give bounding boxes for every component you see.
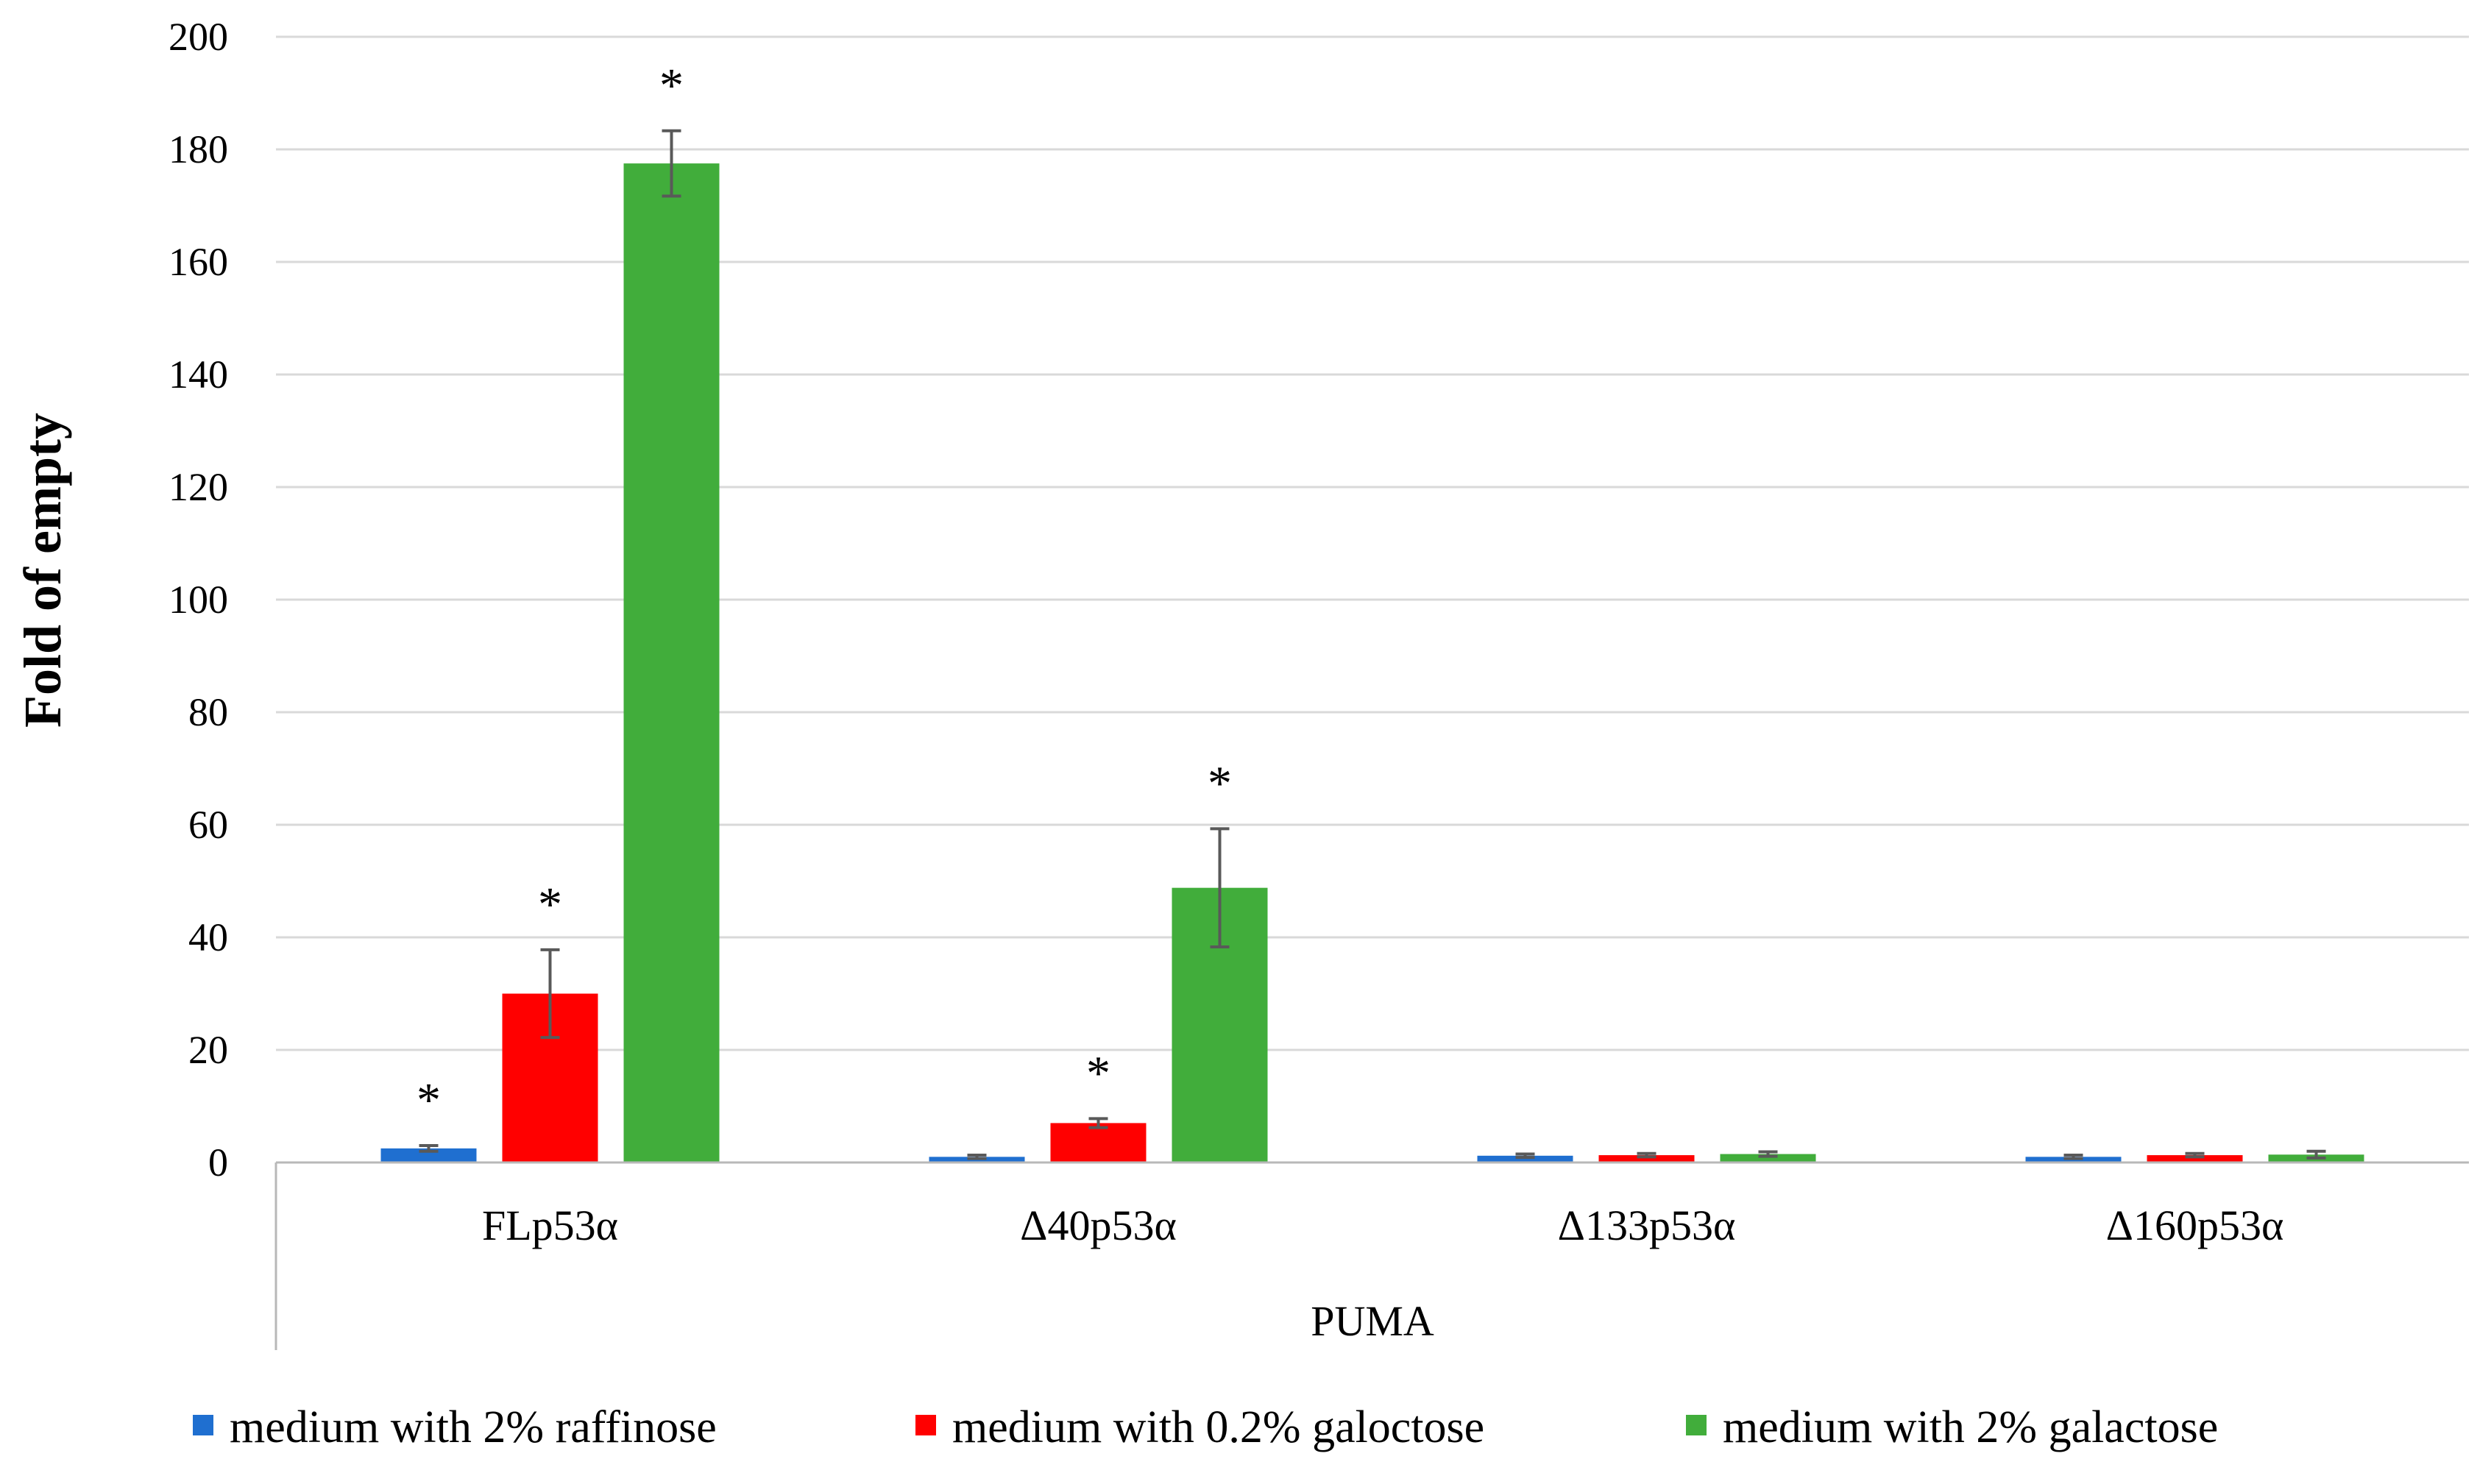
y-tick-label: 180	[169, 127, 228, 171]
legend-label: medium with 2% galactose	[1723, 1402, 2218, 1452]
x-axis-category-labels: FLp53α Δ40p53α Δ133p53α Δ160p53α	[482, 1201, 2283, 1249]
gridlines	[276, 35, 2469, 1051]
axes	[274, 1161, 2469, 1350]
y-axis-ticks: 0 20 40 60 80 100 120 140 160 180 200	[169, 15, 228, 1185]
y-tick-label: 60	[188, 803, 228, 847]
y-tick-label: 200	[169, 15, 228, 59]
bar	[1477, 1155, 1573, 1162]
legend-label: medium with 2% raffinose	[230, 1402, 717, 1452]
significance-star: *	[1086, 1046, 1110, 1100]
y-tick-label: 120	[169, 465, 228, 509]
x-axis-group-label: PUMA	[1311, 1297, 1434, 1345]
bar	[2147, 1155, 2243, 1162]
legend-swatch	[193, 1415, 213, 1435]
bars	[380, 163, 2364, 1162]
bar	[623, 163, 720, 1162]
bar	[380, 1148, 477, 1162]
y-tick-label: 140	[169, 352, 228, 397]
bar	[1050, 1123, 1147, 1162]
legend-swatch	[915, 1415, 936, 1435]
legend: medium with 2% raffinose medium with 0.2%…	[193, 1402, 2218, 1452]
error-bars	[419, 129, 2326, 1160]
legend-swatch	[1686, 1415, 1707, 1435]
significance-star: *	[538, 878, 562, 931]
y-tick-label: 40	[188, 915, 228, 959]
bar	[1720, 1154, 1816, 1162]
x-tick-label: Δ160p53α	[2106, 1201, 2284, 1249]
y-tick-label: 20	[188, 1028, 228, 1072]
y-tick-label: 80	[188, 690, 228, 734]
significance-markers: * * * * *	[417, 59, 1232, 1127]
y-tick-label: 0	[208, 1140, 228, 1185]
x-tick-label: Δ40p53α	[1020, 1201, 1177, 1249]
significance-star: *	[659, 59, 684, 113]
legend-label: medium with 0.2% galoctose	[952, 1402, 1484, 1452]
bar	[1598, 1155, 1695, 1162]
significance-star: *	[1208, 756, 1232, 810]
significance-star: *	[417, 1073, 441, 1127]
y-tick-label: 160	[169, 240, 228, 284]
x-tick-label: Δ133p53α	[1558, 1201, 1736, 1249]
y-tick-label: 100	[169, 578, 228, 622]
x-tick-label: FLp53α	[482, 1201, 618, 1249]
y-axis-label: Fold of empty	[13, 413, 72, 728]
